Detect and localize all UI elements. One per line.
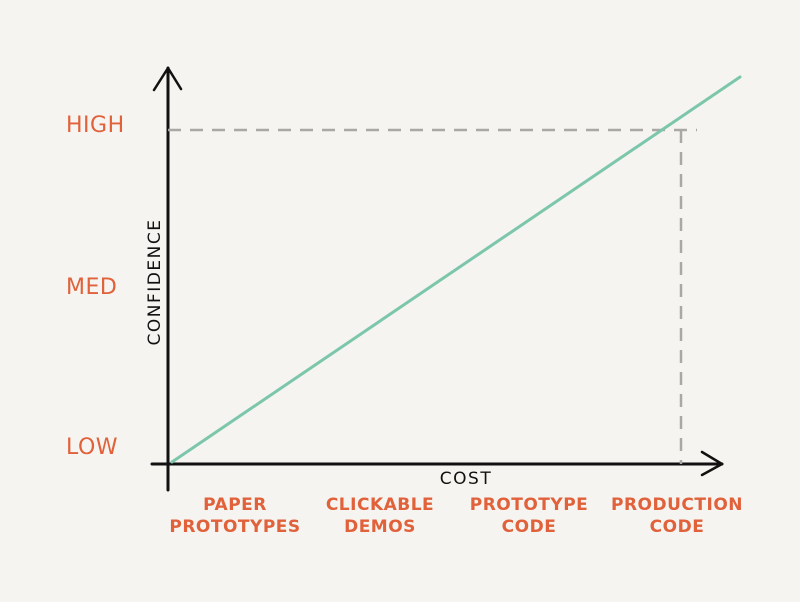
x-axis-label: COST	[440, 469, 492, 489]
x-tick-label-prototype-code: PROTOTYPE CODE	[470, 495, 589, 537]
y-tick-labels: LOW MED HIGH	[66, 113, 125, 460]
x-tick-labels: PAPER PROTOTYPES CLICKABLE DEMOS PROTOTYPE CO…	[169, 495, 743, 537]
y-tick-label-high: HIGH	[66, 113, 125, 138]
y-axis-arrowhead	[152, 66, 183, 92]
x-tick-label-paper-prototypes: PAPER PROTOTYPES	[169, 495, 300, 537]
y-tick-label-low: LOW	[66, 435, 118, 460]
x-axis-arrowhead	[700, 450, 724, 477]
x-tick-label-production-code: PRODUCTION CODE	[611, 495, 743, 537]
confidence-trend-line	[170, 75, 742, 464]
y-axis-label: CONFIDENCE	[145, 219, 165, 346]
x-tick-label-clickable-demos: CLICKABLE DEMOS	[326, 495, 434, 537]
y-tick-label-med: MED	[66, 275, 117, 300]
